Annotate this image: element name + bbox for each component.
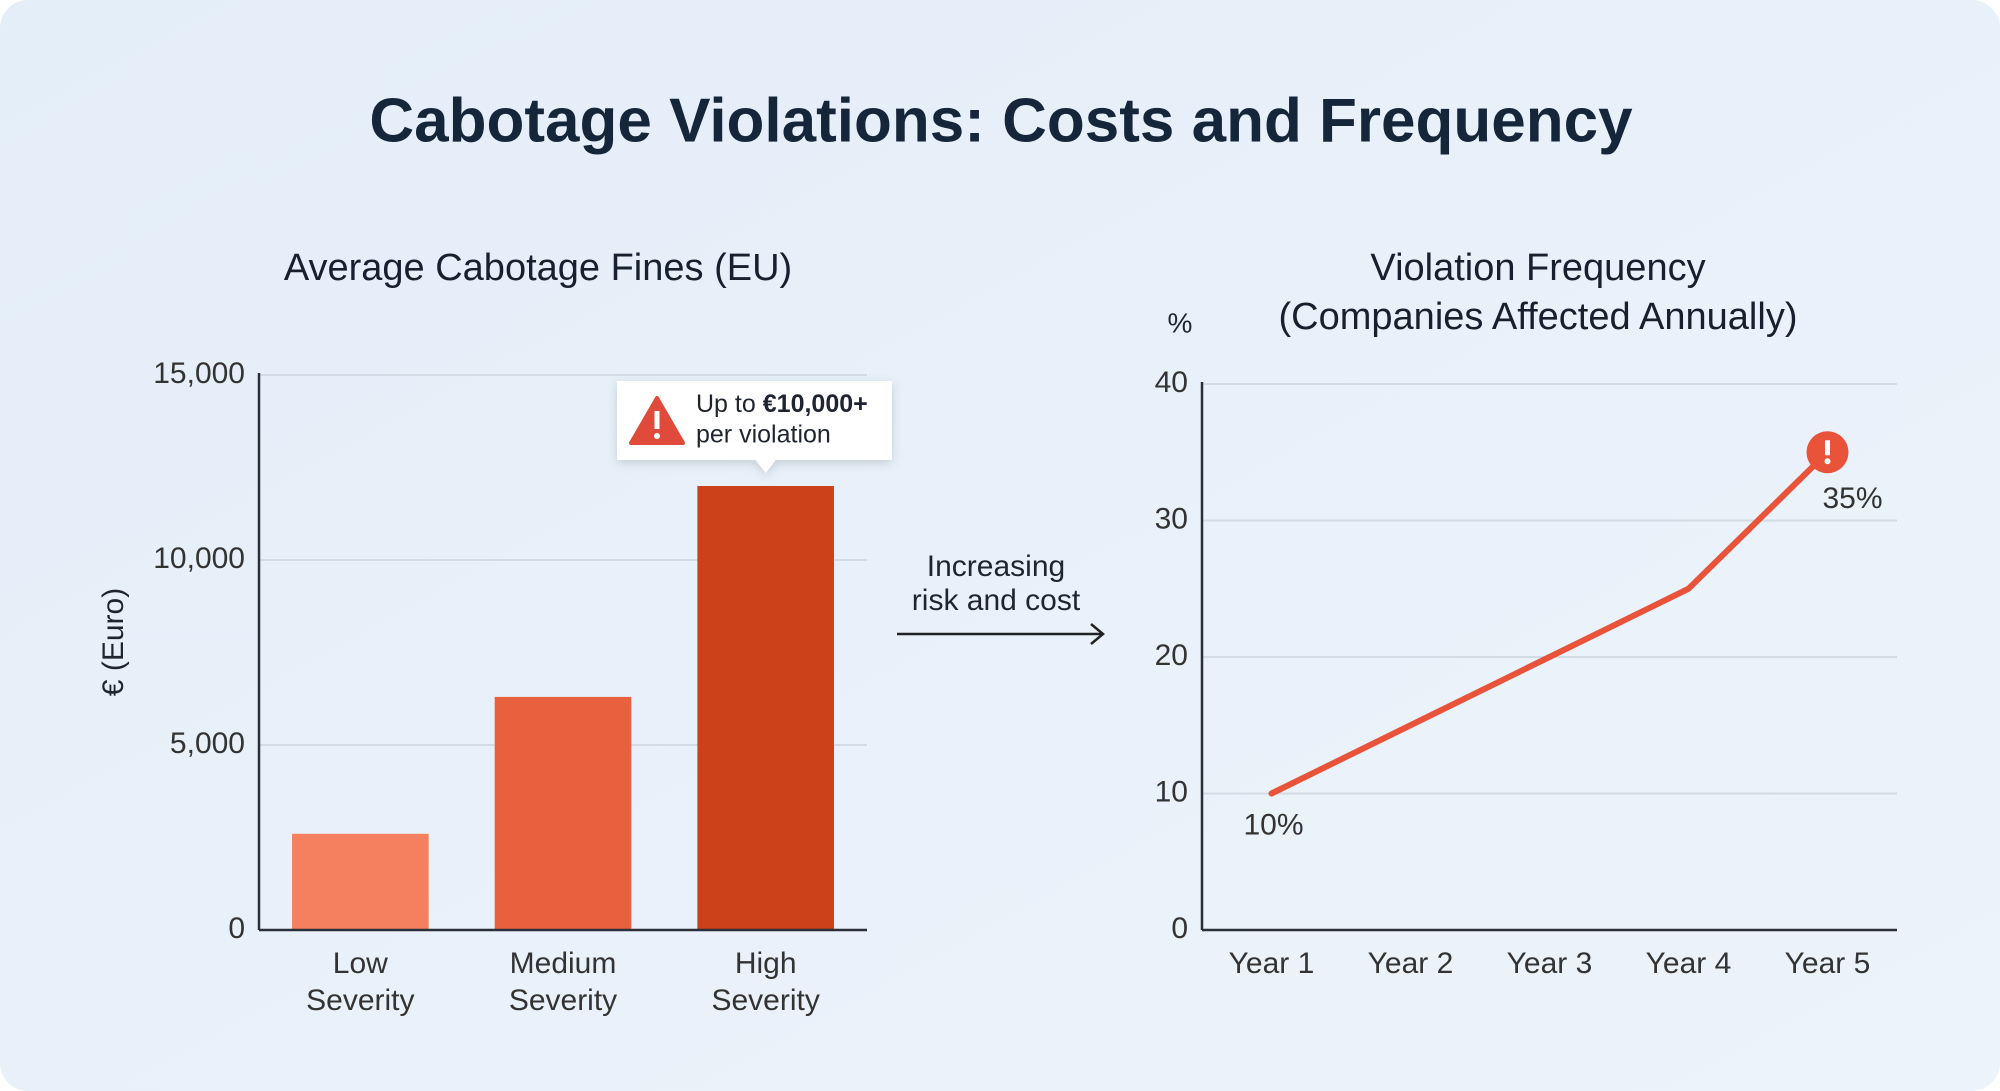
y-axis-unit: % (1168, 307, 1193, 338)
annotation: Increasing (927, 550, 1065, 583)
callout-text: per violation (696, 421, 831, 449)
warning-icon (629, 396, 685, 445)
x-tick-label: Year 4 (1646, 947, 1732, 980)
callout: Up to €10,000+ per violation (617, 381, 892, 473)
marker-icon (1825, 440, 1830, 456)
callout-box (617, 381, 892, 473)
warning-dot (654, 433, 660, 439)
x-tick-label-line: Severity (509, 984, 617, 1017)
x-tick-label: High Severity (711, 947, 819, 1017)
x-tick-label-line: Severity (711, 984, 819, 1017)
warning-mark (654, 411, 660, 429)
x-tick-label: Year 1 (1229, 947, 1315, 980)
x-tick-label: Year 2 (1368, 947, 1454, 980)
arrow (897, 623, 1105, 645)
y-tick-label: 5,000 (170, 727, 245, 760)
bar (494, 696, 632, 930)
y-tick-label: 15,000 (153, 357, 245, 390)
x-tick-label: Low Severity (306, 947, 414, 1017)
y-tick-label: 40 (1155, 366, 1188, 399)
y-tick-label: 0 (1171, 912, 1188, 945)
chart-title: Average Cabotage Fines (EU) (284, 247, 792, 289)
x-tick-label-line: Medium (510, 947, 617, 980)
bar (292, 833, 429, 930)
x-tick-label-line: Severity (306, 984, 414, 1017)
callout-emphasis: €10,000+ (763, 390, 868, 418)
callout-text: Up to €10,000+ (696, 390, 868, 418)
y-axis-label: € (Euro) (97, 588, 130, 696)
x-tick-label: Year 5 (1785, 947, 1871, 980)
chart-title: (Companies Affected Annually) (1279, 296, 1798, 338)
data-label: 35% (1822, 482, 1882, 515)
y-tick-label: 0 (228, 912, 245, 945)
marker-icon (1824, 458, 1831, 465)
annotation: risk and cost (912, 584, 1081, 617)
line (1268, 449, 1831, 797)
x-tick-label-line: Low (333, 947, 388, 980)
callout-prefix: Up to (696, 390, 756, 418)
chart-title: Violation Frequency (1370, 247, 1705, 289)
y-tick-label: 10,000 (153, 542, 245, 575)
y-tick-label: 20 (1155, 639, 1188, 672)
y-tick-label: 30 (1155, 502, 1188, 535)
page-title: Cabotage Violations: Costs and Frequency (369, 86, 1633, 155)
y-tick-label: 10 (1155, 775, 1188, 808)
x-tick-label: Medium Severity (509, 947, 617, 1017)
data-label: 10% (1243, 808, 1303, 841)
bar (697, 486, 834, 930)
x-tick-label: Year 3 (1507, 947, 1593, 980)
x-tick-label-line: High (735, 947, 797, 980)
